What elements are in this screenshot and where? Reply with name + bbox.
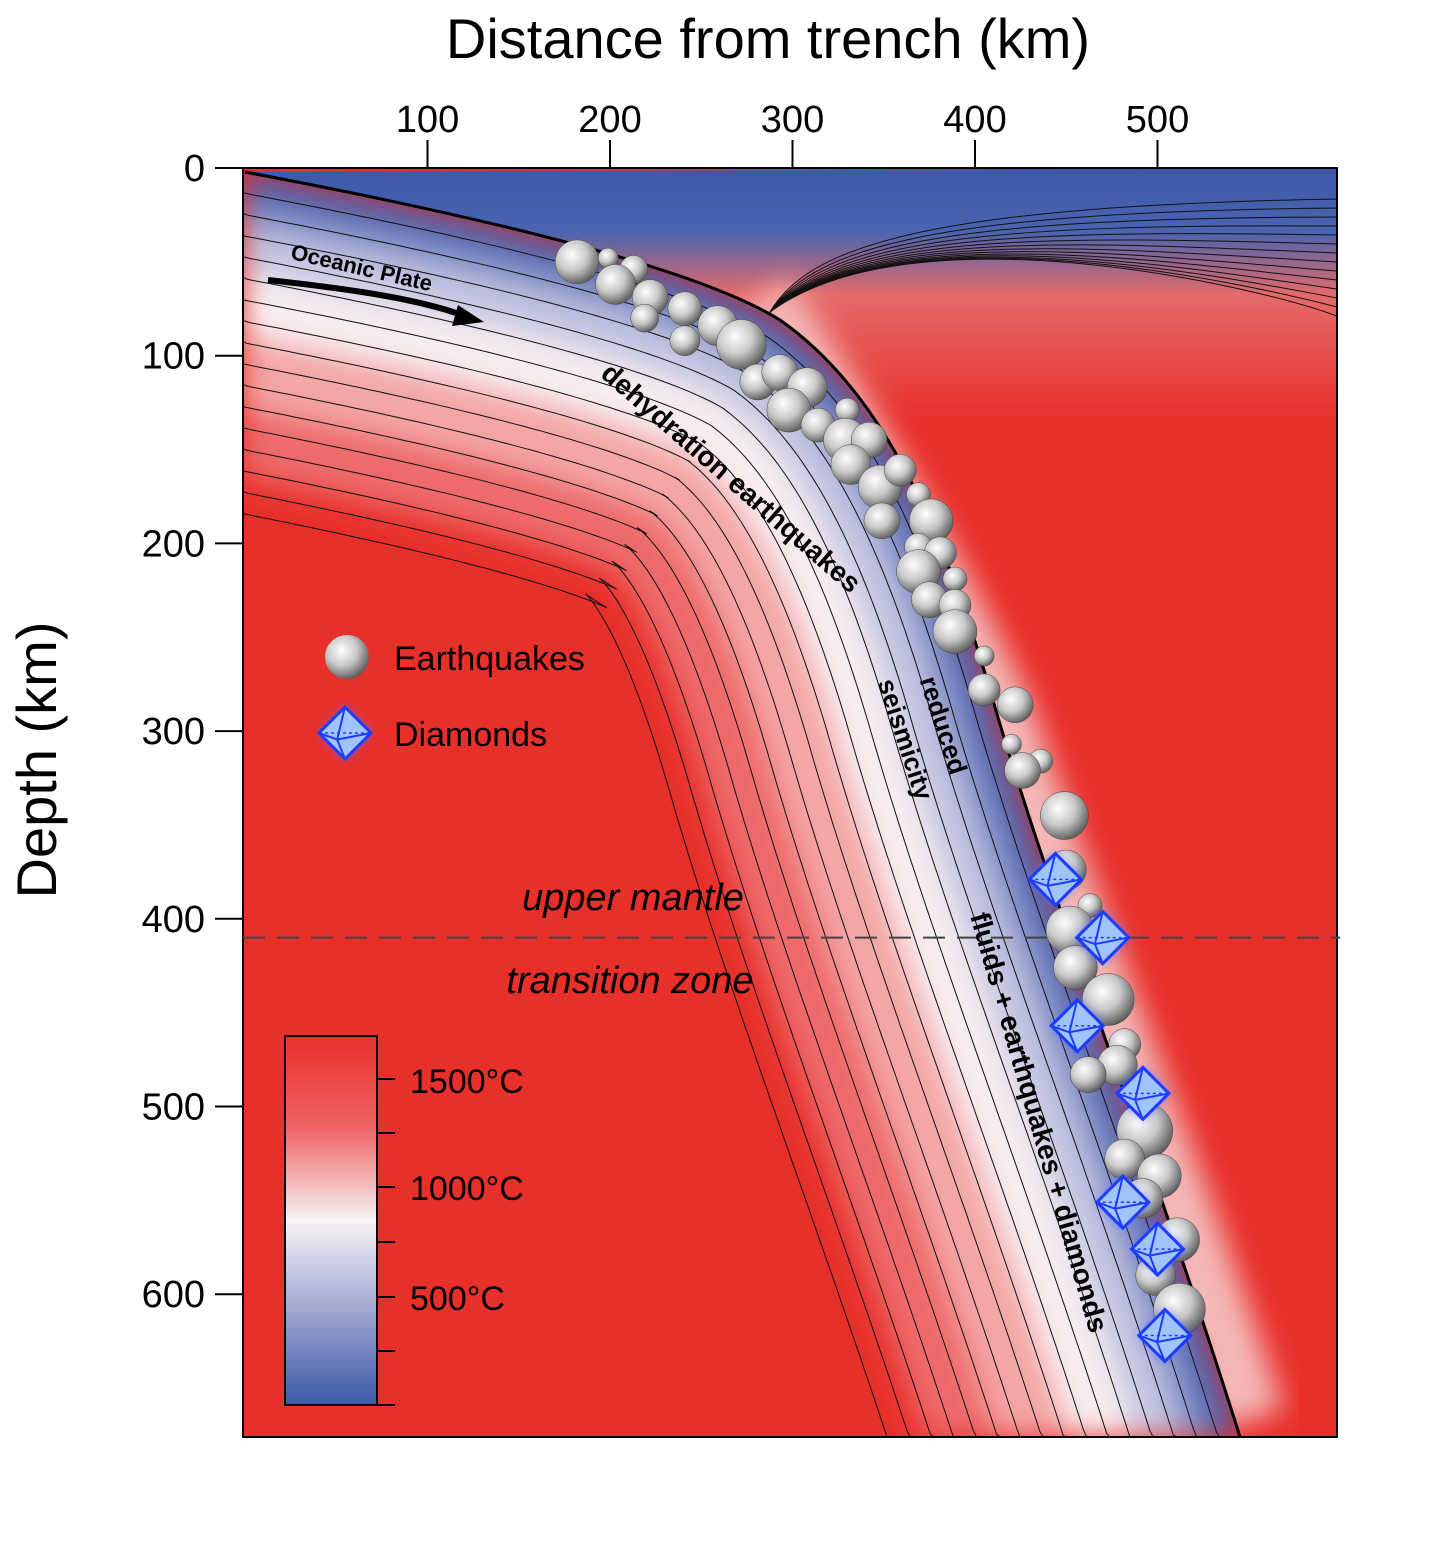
legend-diamonds-label: Diamonds xyxy=(394,716,547,754)
transition-zone-label: transition zone xyxy=(506,960,753,1002)
isotherm-contour xyxy=(243,316,1100,1437)
isotherm-contour xyxy=(243,337,1080,1437)
diamond-markers xyxy=(1027,851,1193,1364)
wedge-isotherm xyxy=(769,244,1337,313)
wedge-isotherm xyxy=(769,251,1337,313)
isotherm-contour xyxy=(243,399,1020,1437)
x-tick-label: 300 xyxy=(761,99,824,141)
x-axis: 100 200 300 400 500 xyxy=(396,99,1189,168)
earthquake-marker xyxy=(716,319,767,370)
earthquake-marker xyxy=(1004,752,1041,789)
x-tick-label: 200 xyxy=(578,99,641,141)
isotherm-contour xyxy=(243,275,1140,1437)
y-tick-label: 400 xyxy=(142,899,205,941)
slab-temperature-band xyxy=(243,172,1240,1437)
y-tick-label: 200 xyxy=(142,523,205,565)
earthquake-marker xyxy=(1040,791,1089,840)
x-axis-title: Distance from trench (km) xyxy=(446,7,1090,70)
earthquake-marker xyxy=(1053,945,1098,990)
earthquake-marker xyxy=(932,609,978,654)
colorbar: 1500°C 1000°C 500°C xyxy=(284,1035,524,1406)
slab-temperature-band xyxy=(243,172,1240,1437)
isotherm-contour xyxy=(243,233,1180,1437)
x-tick-label: 100 xyxy=(396,99,459,141)
isotherm-contour xyxy=(243,254,1160,1437)
isotherm-contour xyxy=(243,295,1120,1437)
earthquake-marker xyxy=(554,239,600,285)
diamond-marker xyxy=(1027,851,1084,908)
isotherm-contour xyxy=(243,419,1000,1437)
y-tick-label: 300 xyxy=(142,711,205,753)
earthquake-marker xyxy=(630,303,659,333)
earthquake-marker xyxy=(883,453,917,487)
isotherm-contour xyxy=(243,440,980,1437)
earthquake-marker xyxy=(996,686,1034,724)
wedge-isotherm xyxy=(769,239,1337,313)
diamond-marker xyxy=(1049,997,1106,1054)
diamond-marker xyxy=(1094,1174,1151,1231)
legend-earthquake-icon xyxy=(325,635,369,679)
wedge-isotherm xyxy=(769,258,1337,317)
legend: Earthquakes Diamonds xyxy=(316,635,585,762)
diamond-marker xyxy=(1074,909,1131,966)
slab-temperature-bands xyxy=(243,172,1240,1437)
earthquake-marker xyxy=(1081,973,1135,1026)
earthquake-marker xyxy=(667,291,703,327)
earthquake-marker xyxy=(967,673,1001,707)
earthquake-marker xyxy=(1001,733,1022,755)
isotherm-contour xyxy=(243,378,1040,1437)
diamond-marker xyxy=(316,704,374,762)
diamond-marker xyxy=(1114,1065,1172,1122)
earthquake-marker xyxy=(942,566,968,592)
legend-diamond-icon xyxy=(316,704,374,762)
wedge-isotherm xyxy=(769,225,1337,313)
y-tick-label: 100 xyxy=(142,336,205,378)
earthquake-marker xyxy=(595,264,636,305)
y-tick-label: 500 xyxy=(142,1087,205,1129)
y-axis-title: Depth (km) xyxy=(5,622,68,899)
wedge-isotherm xyxy=(769,207,1337,313)
isotherm-contour xyxy=(243,460,960,1437)
wedge-isotherm xyxy=(769,216,1337,313)
colorbar-label-1000: 1000°C xyxy=(410,1170,524,1208)
legend-earthquakes-label: Earthquakes xyxy=(394,640,585,678)
diamond-marker xyxy=(1129,1221,1186,1278)
earthquake-marker xyxy=(830,444,872,485)
earthquake-marker xyxy=(973,645,995,667)
plot-frame xyxy=(242,167,1338,1438)
isotherm-contour xyxy=(243,357,1060,1437)
wedge-isotherm xyxy=(769,253,1337,313)
wedge-isotherm xyxy=(769,233,1337,313)
earthquake-marker xyxy=(1069,1056,1107,1093)
colorbar-label-1500: 1500°C xyxy=(410,1063,524,1101)
plate-motion-arrow xyxy=(267,277,484,326)
y-axis: 0 100 200 300 400 500 600 xyxy=(142,148,243,1316)
x-tick-label: 500 xyxy=(1126,99,1189,141)
diamond-marker xyxy=(1136,1307,1193,1364)
isotherm-contour xyxy=(243,481,940,1437)
upper-mantle-label: upper mantle xyxy=(522,877,744,919)
earthquake-marker xyxy=(669,325,701,356)
isotherm-contour xyxy=(243,502,920,1437)
wedge-isotherm xyxy=(769,198,1337,313)
earthquake-marker xyxy=(863,502,901,540)
y-tick-label: 600 xyxy=(142,1274,205,1316)
colorbar-label-500: 500°C xyxy=(410,1280,505,1318)
wedge-isotherm xyxy=(769,248,1337,313)
y-tick-label: 0 xyxy=(184,148,205,190)
x-tick-label: 400 xyxy=(943,99,1006,141)
